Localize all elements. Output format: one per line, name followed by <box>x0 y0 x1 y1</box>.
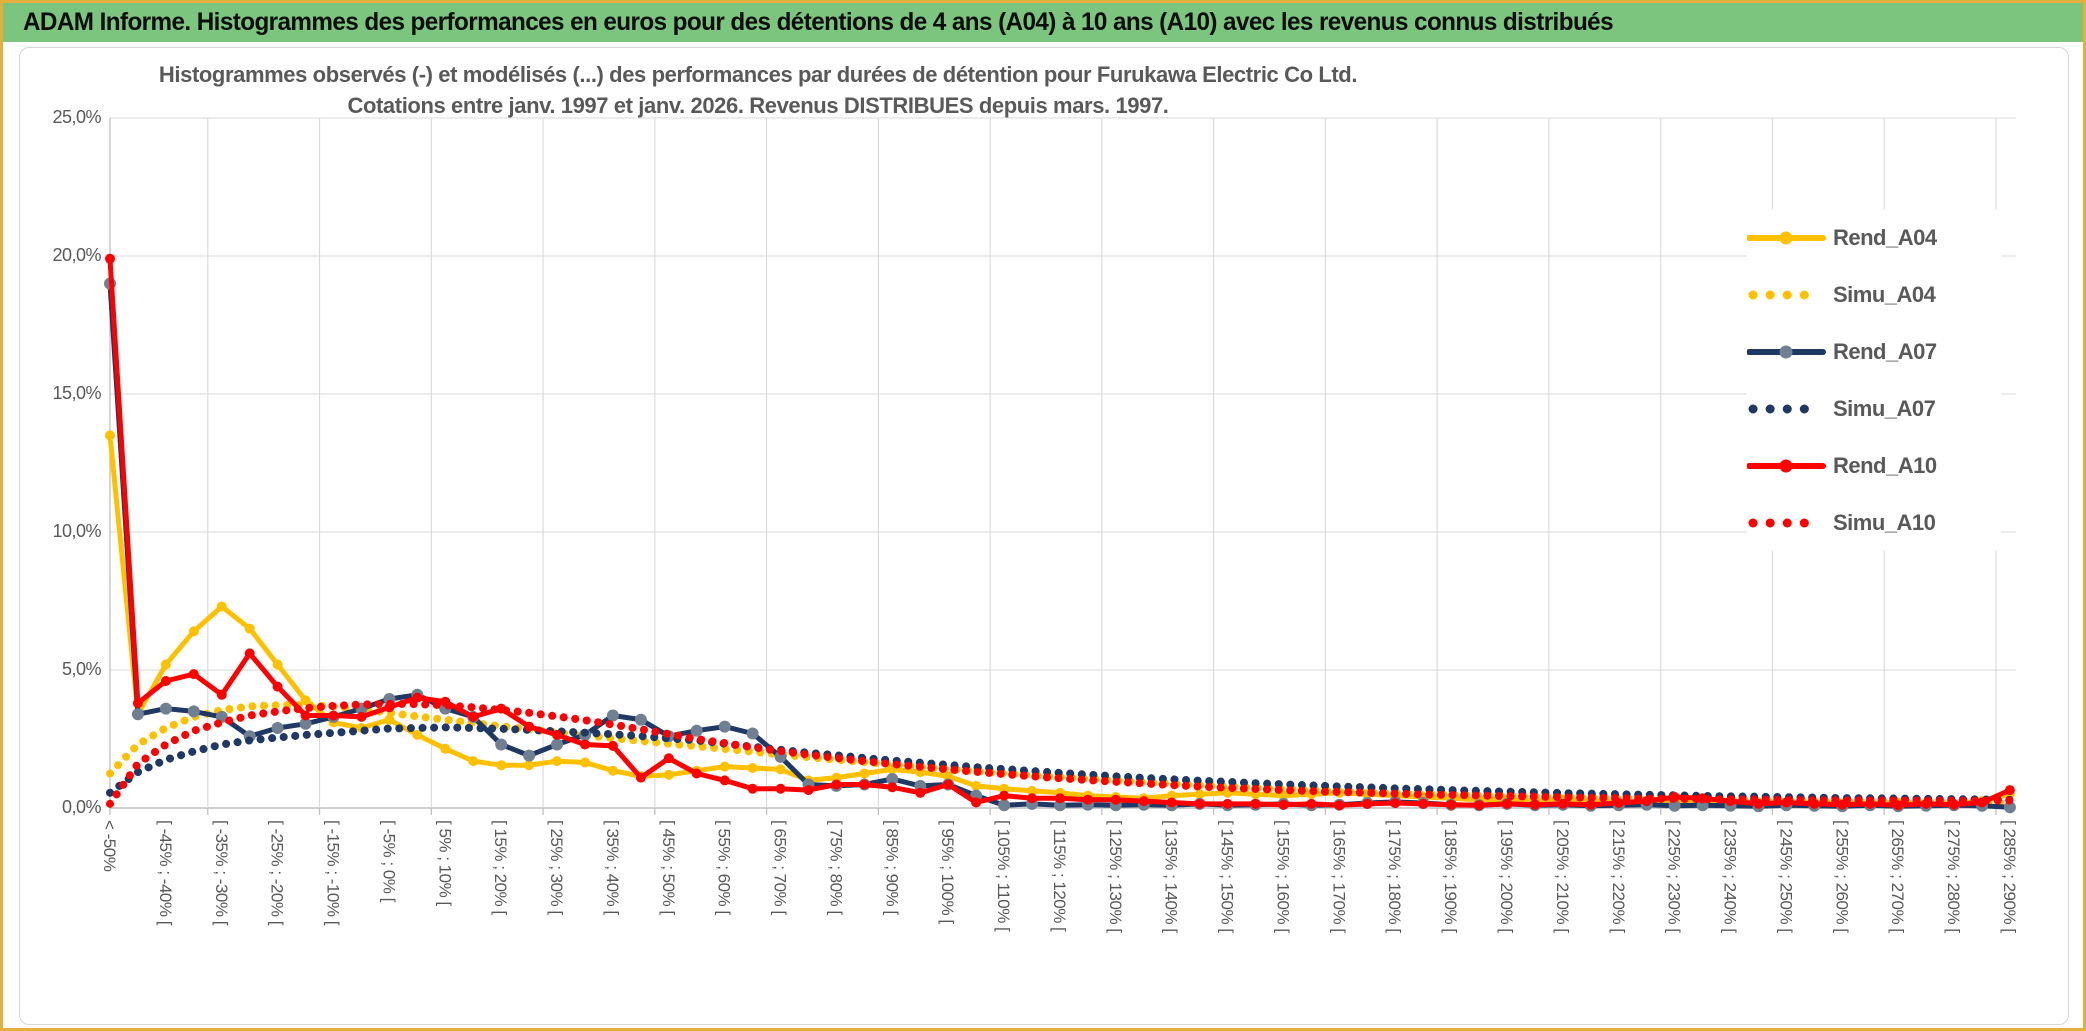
x-axis-label: [ 215% ; 220% [ <box>1608 820 1628 933</box>
rend-a07-line-swatch-icon <box>1747 345 1826 358</box>
x-axis-label: [ -15% ; -10% [ <box>323 820 343 925</box>
chart-title-line1: Histogrammes observés (-) et modélisés (… <box>158 62 1358 87</box>
y-axis-label: 20,0% <box>52 245 101 265</box>
x-axis-label: [ 155% ; 160% [ <box>1273 820 1293 933</box>
x-axis-label: [ 135% ; 140% [ <box>1161 820 1181 933</box>
simu-a10-dotted-swatch-icon <box>1748 518 1822 527</box>
x-axis-label: [ 205% ; 210% [ <box>1552 820 1572 933</box>
legend-item-rend-a07: Rend_A07 <box>1747 323 2001 380</box>
legend-label: Rend_A04 <box>1833 224 1937 250</box>
x-axis-label: [ 225% ; 230% [ <box>1664 820 1684 933</box>
legend-item-rend-a04: Rend_A04 <box>1747 209 2001 266</box>
x-axis-label: [ -45% ; -40% [ <box>155 820 175 925</box>
legend-item-simu-a07: Simu_A07 <box>1747 380 2001 437</box>
x-axis-label: [ 195% ; 200% [ <box>1497 820 1516 933</box>
x-axis-label: [ 5% ; 10% [ <box>435 820 455 906</box>
rend-a10-line-swatch-icon <box>1747 459 1826 472</box>
legend-item-simu-a10: Simu_A10 <box>1747 494 2001 551</box>
x-axis-label: [ 275% ; 280% [ <box>1944 820 1964 933</box>
x-axis-label: [ 185% ; 190% [ <box>1441 820 1461 933</box>
x-axis-label: [ 285% ; 290% [ <box>1999 820 2019 933</box>
x-axis-label: [ 175% ; 180% [ <box>1385 820 1405 933</box>
y-axis-label: 10,0% <box>52 521 101 541</box>
y-axis-label: 0,0% <box>61 797 102 817</box>
rend-a04-line-swatch-icon <box>1747 231 1826 244</box>
legend-label: Simu_A10 <box>1833 509 1936 535</box>
x-axis-label: [ -35% ; -30% [ <box>211 820 231 925</box>
x-axis-label: [ 115% ; 120% [ <box>1049 820 1069 932</box>
x-axis-label: [ 55% ; 60% [ <box>714 820 734 915</box>
y-axis-label: 15,0% <box>52 383 101 403</box>
chart-title-line2: Cotations entre janv. 1997 et janv. 2026… <box>347 93 1169 118</box>
x-axis-label: [ 25% ; 30% [ <box>547 820 567 915</box>
x-axis-label: [ -25% ; -20% [ <box>267 820 287 925</box>
legend-label: Rend_A10 <box>1833 452 1937 478</box>
x-axis-label: [ -5% ; 0% [ <box>379 820 399 902</box>
x-axis-label: [ 255% ; 260% [ <box>1832 820 1852 933</box>
x-axis-label: [ 35% ; 40% [ <box>602 820 622 915</box>
x-axis-label: [ 15% ; 20% [ <box>491 820 511 915</box>
x-axis-label: [ 145% ; 150% [ <box>1217 820 1237 933</box>
x-axis-label: < -50% <box>100 820 119 872</box>
x-axis-label: [ 165% ; 170% [ <box>1329 820 1349 933</box>
x-axis-label: [ 235% ; 240% [ <box>1720 820 1740 933</box>
x-axis-label: [ 105% ; 110% [ <box>994 820 1014 932</box>
legend-label: Simu_A04 <box>1833 281 1936 307</box>
y-axis-label: 5,0% <box>61 659 102 679</box>
legend: Rend_A04 Simu_A04 Rend_A07 Simu_A07 Rend… <box>1747 209 2001 551</box>
x-axis-label: [ 95% ; 100% [ <box>938 820 958 924</box>
report-header: ADAM Informe. Histogrammes des performan… <box>3 3 2083 42</box>
legend-item-simu-a04: Simu_A04 <box>1747 266 2001 323</box>
x-axis-label: [ 45% ; 50% [ <box>658 820 678 915</box>
x-axis-label: [ 245% ; 250% [ <box>1776 820 1796 933</box>
legend-label: Rend_A07 <box>1833 338 1937 364</box>
chart-title: Histogrammes observés (-) et modélisés (… <box>138 59 1378 121</box>
x-axis-label: [ 85% ; 90% [ <box>882 820 902 915</box>
legend-item-rend-a10: Rend_A10 <box>1747 437 2001 494</box>
simu-a07-dotted-swatch-icon <box>1748 404 1822 413</box>
x-axis-label: [ 75% ; 80% [ <box>826 820 846 915</box>
y-axis-label: 25,0% <box>52 107 101 127</box>
x-axis-label: [ 65% ; 70% [ <box>770 820 790 915</box>
x-axis-label: [ 265% ; 270% [ <box>1888 820 1908 933</box>
simu-a04-dotted-swatch-icon <box>1748 290 1822 299</box>
legend-label: Simu_A07 <box>1833 395 1936 421</box>
x-axis-label: [ 125% ; 130% [ <box>1105 820 1125 933</box>
report-title: ADAM Informe. Histogrammes des performan… <box>23 8 1614 36</box>
